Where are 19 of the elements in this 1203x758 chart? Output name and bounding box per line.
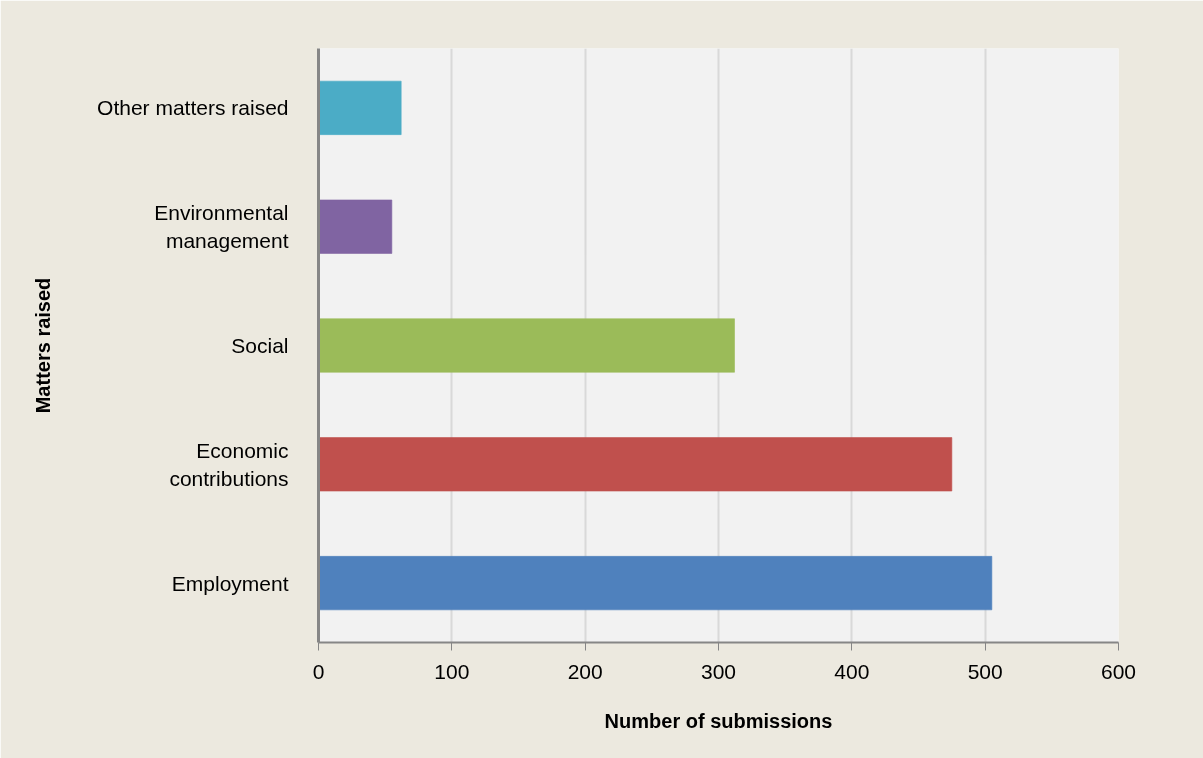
y-tick-label: Social <box>231 334 289 357</box>
bar <box>318 555 993 611</box>
y-tick-label: Employment <box>171 571 289 595</box>
x-tick-label: 200 <box>567 659 603 683</box>
bar <box>318 199 393 254</box>
x-tick-label: 600 <box>1100 659 1137 683</box>
bar <box>318 437 953 492</box>
x-tick-label: 400 <box>834 659 870 683</box>
x-tick-label: 0 <box>312 659 325 683</box>
y-tick-label: Other matters raised <box>97 96 289 120</box>
x-axis-title: Number of submissions <box>604 709 833 732</box>
y-tick-label: Economic contributions <box>169 439 289 490</box>
bar <box>318 80 402 136</box>
y-axis-title: Matters raised <box>32 277 55 414</box>
x-tick-label: 300 <box>700 659 737 683</box>
x-tick-label: 500 <box>967 659 1003 683</box>
x-tick-label: 100 <box>434 659 470 683</box>
y-tick-label: Environmental management <box>154 201 289 252</box>
bar <box>318 318 735 373</box>
